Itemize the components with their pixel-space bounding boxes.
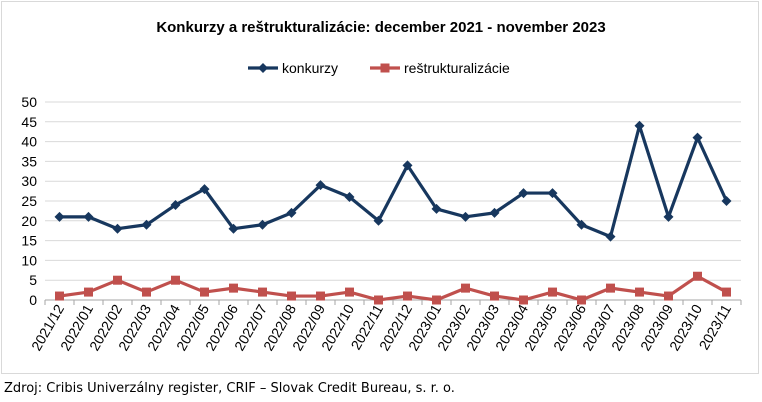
data-point [634, 120, 645, 131]
y-tick-label: 40 [21, 134, 37, 150]
data-point [345, 287, 354, 297]
x-axis: 2021/122022/012022/022022/032022/042022/… [28, 300, 742, 353]
legend-label: konkurzy [282, 60, 338, 76]
y-tick-label: 10 [21, 252, 37, 268]
data-point [519, 295, 528, 305]
data-point [548, 287, 557, 297]
data-point [83, 211, 94, 222]
y-tick-label: 45 [21, 114, 37, 130]
y-tick-label: 30 [21, 173, 37, 189]
data-point [663, 211, 674, 222]
data-point [547, 188, 558, 199]
data-point [84, 287, 93, 297]
data-point [576, 219, 587, 230]
y-tick-label: 15 [21, 233, 37, 249]
data-point [605, 231, 616, 242]
data-point [113, 275, 122, 285]
data-point [316, 291, 325, 301]
data-point [257, 219, 268, 230]
y-tick-label: 25 [21, 193, 37, 209]
legend: konkurzy reštrukturalizácie [248, 60, 510, 76]
data-point [722, 287, 731, 297]
data-point [200, 287, 209, 297]
data-point [721, 196, 732, 206]
data-point [490, 291, 499, 301]
chart-frame [1, 1, 759, 374]
data-point [577, 295, 586, 305]
y-tick-label: 0 [29, 292, 37, 308]
data-point [432, 295, 441, 305]
data-point [258, 287, 267, 297]
data-point [171, 275, 180, 285]
data-point [692, 132, 703, 143]
data-point [170, 199, 181, 210]
data-point [664, 291, 673, 301]
y-axis: 0 5 10 15 20 25 30 35 40 45 50 [21, 94, 37, 308]
legend-marker [380, 63, 390, 73]
legend-label: reštrukturalizácie [404, 60, 510, 76]
data-point [141, 219, 152, 230]
y-tick-label: 50 [21, 94, 37, 110]
data-point [55, 291, 64, 301]
data-point [229, 283, 238, 293]
series-line [59, 124, 728, 239]
series-line [59, 274, 728, 302]
chart-title: Konkurzy a reštrukturalizácie: december … [156, 19, 605, 36]
data-point [344, 192, 355, 203]
data-point [403, 291, 412, 301]
legend-marker [258, 63, 268, 73]
data-point [373, 215, 384, 226]
data-point [402, 160, 413, 171]
y-tick-label: 20 [21, 213, 37, 229]
y-tick-label: 35 [21, 153, 37, 169]
series-layer [54, 120, 732, 305]
data-point [374, 295, 383, 305]
data-point [431, 203, 442, 214]
data-point [693, 271, 702, 281]
data-point [635, 287, 644, 297]
source-note: Zdroj: Cribis Univerzálny register, CRIF… [4, 381, 455, 396]
line-chart: Konkurzy a reštrukturalizácie: december … [21, 19, 742, 353]
data-point [54, 211, 65, 222]
data-point [606, 283, 615, 293]
data-point [518, 188, 529, 199]
y-tick-label: 5 [29, 272, 37, 288]
series-0 [54, 120, 732, 242]
data-point [489, 207, 500, 218]
data-point [199, 184, 210, 195]
data-point [315, 180, 326, 191]
data-point [461, 283, 470, 293]
data-point [286, 207, 297, 218]
series-1 [55, 271, 731, 305]
data-point [142, 287, 151, 297]
data-point [287, 291, 296, 301]
data-point [112, 223, 123, 234]
data-point [228, 223, 239, 234]
data-point [460, 211, 471, 222]
